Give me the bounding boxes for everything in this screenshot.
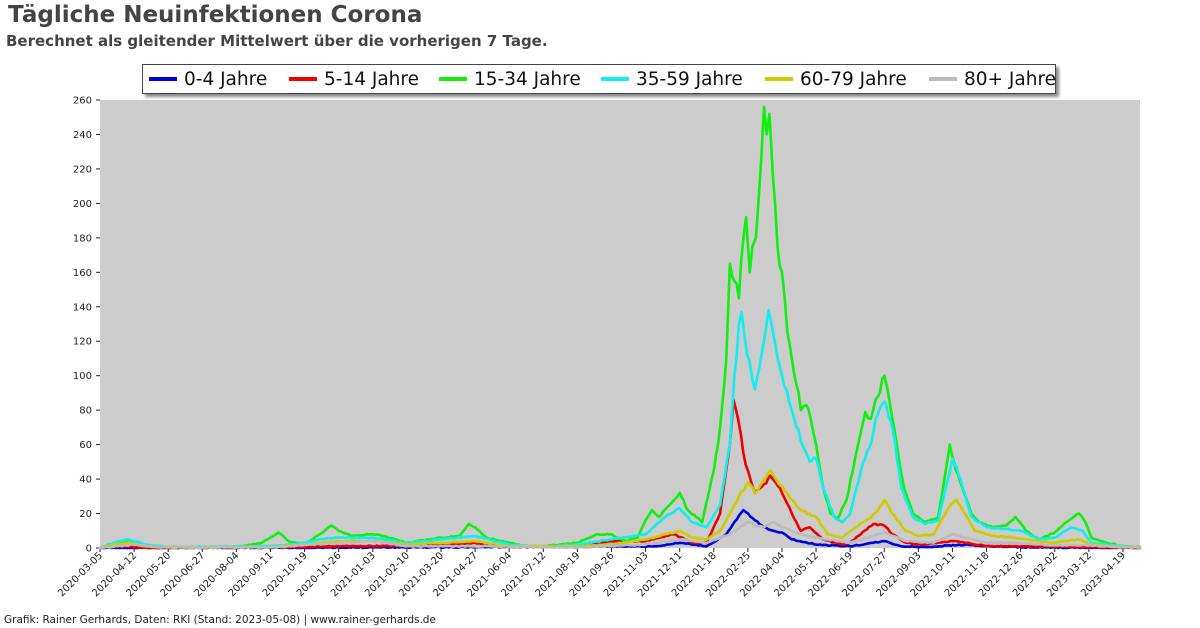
plot-area: [100, 100, 1140, 548]
y-tick-label: 220: [73, 164, 92, 175]
legend-label: 5-14 Jahre: [324, 68, 419, 90]
legend-item: 60-79 Jahre: [765, 65, 907, 93]
y-tick-label: 40: [79, 475, 92, 486]
chart-footer: Grafik: Rainer Gerhards, Daten: RKI (Sta…: [4, 614, 436, 626]
y-tick-label: 260: [73, 96, 92, 107]
legend-label: 35-59 Jahre: [636, 68, 743, 90]
y-tick-label: 180: [73, 233, 92, 244]
series-line-80-jahre: [98, 520, 1142, 550]
legend-label: 60-79 Jahre: [800, 68, 907, 90]
x-axis: 2020-03-052020-04-122020-05-202020-06-27…: [56, 548, 1128, 599]
legend-swatch: [601, 77, 629, 81]
legend-item: 15-34 Jahre: [439, 65, 581, 93]
y-tick-label: 100: [73, 371, 92, 382]
legend-swatch: [439, 77, 467, 81]
legend-item: 35-59 Jahre: [601, 65, 743, 93]
y-tick-label: 200: [73, 199, 92, 210]
y-tick-label: 60: [79, 440, 92, 451]
legend-item: 5-14 Jahre: [289, 65, 419, 93]
chart-title: Tägliche Neuinfektionen Corona: [8, 2, 423, 28]
legend-item: 0-4 Jahre: [149, 65, 267, 93]
legend-label: 0-4 Jahre: [184, 68, 268, 90]
y-tick-label: 20: [79, 509, 92, 520]
y-tick-label: 160: [73, 268, 92, 279]
y-tick-label: 140: [73, 302, 92, 313]
y-tick-label: 120: [73, 337, 92, 348]
legend-swatch: [765, 77, 793, 81]
chart-legend: 0-4 Jahre 5-14 Jahre 15-34 Jahre 35-59 Jahr…: [142, 64, 1056, 94]
legend-label: 15-34 Jahre: [474, 68, 581, 90]
y-tick-label: 80: [79, 406, 92, 417]
y-tick-label: 0: [86, 544, 92, 555]
y-tick-label: 240: [73, 130, 92, 141]
legend-swatch: [929, 77, 957, 81]
legend-swatch: [289, 77, 317, 81]
series-group: [98, 105, 1142, 550]
legend-swatch: [149, 77, 177, 81]
legend-item: 80+ Jahre: [929, 65, 1056, 93]
legend-label: 80+ Jahre: [964, 68, 1057, 90]
y-axis: 0 20 40 60 80 100 120 140 160 180 200 220 240 260: [73, 96, 100, 555]
chart-subtitle: Berechnet als gleitender Mittelwert über…: [6, 32, 548, 50]
